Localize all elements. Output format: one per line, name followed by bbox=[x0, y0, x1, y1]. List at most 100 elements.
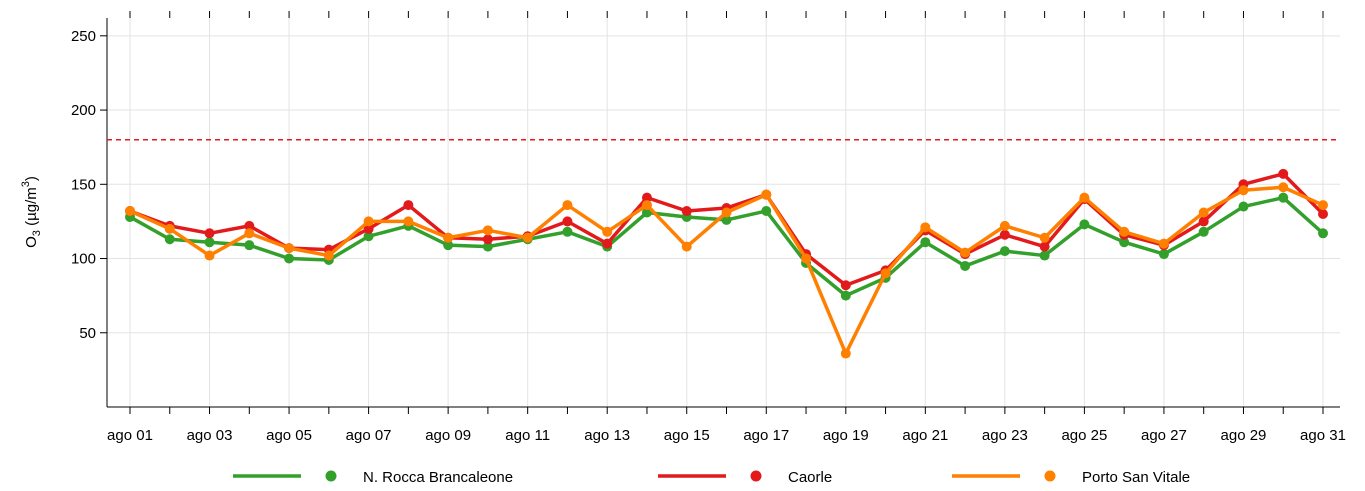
point bbox=[482, 234, 493, 245]
point bbox=[443, 232, 454, 243]
point bbox=[522, 232, 533, 243]
point bbox=[1318, 228, 1328, 239]
point bbox=[403, 216, 414, 227]
x-tick-label: ago 11 bbox=[505, 427, 550, 444]
x-tick-label: ago 23 bbox=[982, 427, 1028, 444]
point bbox=[363, 223, 374, 234]
legend-label: Porto San Vitale bbox=[1082, 469, 1190, 486]
y-label-unit: (µg/m bbox=[23, 187, 40, 230]
y-tick-label: 250 bbox=[71, 28, 96, 45]
x-tick-label: ago 13 bbox=[584, 427, 630, 444]
point bbox=[1198, 226, 1209, 237]
y-label-base: O bbox=[23, 236, 40, 248]
point bbox=[880, 268, 891, 279]
point bbox=[164, 234, 175, 245]
point bbox=[920, 237, 931, 248]
point bbox=[1318, 208, 1328, 219]
point bbox=[1198, 216, 1209, 227]
y-tick-label: 50 bbox=[79, 325, 96, 342]
point bbox=[641, 200, 652, 211]
point bbox=[960, 247, 971, 258]
y-tick-label: 200 bbox=[71, 102, 96, 119]
point bbox=[840, 348, 851, 359]
point bbox=[999, 246, 1010, 257]
x-tick-label: ago 27 bbox=[1141, 427, 1187, 444]
x-tick-label: ago 07 bbox=[346, 427, 392, 444]
point bbox=[1278, 192, 1289, 203]
point bbox=[482, 225, 493, 236]
series-line bbox=[129, 172, 1325, 288]
x-tick-label: ago 09 bbox=[425, 427, 471, 444]
y-axis-label: O3 (µg/m3) bbox=[20, 176, 43, 248]
y-tick-label: 150 bbox=[71, 176, 96, 193]
y-tick-label: 100 bbox=[71, 251, 96, 268]
point bbox=[1278, 182, 1289, 193]
point bbox=[840, 290, 851, 301]
point bbox=[1039, 250, 1050, 261]
x-tick-label: ago 15 bbox=[664, 427, 710, 444]
point bbox=[761, 189, 772, 200]
point bbox=[761, 206, 772, 217]
point bbox=[1158, 238, 1169, 249]
x-tick-label: ago 25 bbox=[1061, 427, 1107, 444]
point bbox=[1039, 232, 1050, 243]
point bbox=[721, 214, 732, 225]
point bbox=[363, 216, 374, 227]
point bbox=[1198, 207, 1209, 218]
point bbox=[562, 216, 573, 227]
legend-dot bbox=[1044, 470, 1056, 482]
point bbox=[641, 192, 652, 203]
x-tick-label: ago 17 bbox=[743, 427, 789, 444]
y-label-close: ) bbox=[23, 176, 40, 181]
x-tick-label: ago 03 bbox=[187, 427, 233, 444]
point bbox=[1238, 185, 1249, 196]
y-label-sub: 3 bbox=[31, 230, 43, 236]
y-label-sup: 3 bbox=[20, 181, 32, 187]
point bbox=[403, 200, 414, 211]
legend-dot bbox=[325, 470, 337, 482]
point bbox=[681, 241, 692, 252]
point bbox=[1079, 219, 1090, 230]
point bbox=[1119, 237, 1130, 248]
point bbox=[562, 200, 573, 211]
legend-dot bbox=[750, 470, 762, 482]
point bbox=[204, 228, 215, 239]
point bbox=[363, 231, 374, 242]
point bbox=[999, 220, 1010, 231]
point bbox=[801, 253, 812, 264]
x-tick-label: ago 01 bbox=[107, 427, 153, 444]
point bbox=[244, 220, 255, 231]
point bbox=[1079, 192, 1090, 203]
point bbox=[204, 237, 215, 248]
point bbox=[999, 229, 1010, 240]
point bbox=[920, 222, 931, 233]
point bbox=[443, 240, 454, 251]
point bbox=[323, 250, 334, 261]
legend-label: N. Rocca Brancaleone bbox=[363, 469, 513, 486]
x-tick-label: ago 05 bbox=[266, 427, 312, 444]
point bbox=[204, 250, 215, 261]
point bbox=[1158, 249, 1169, 260]
point bbox=[244, 240, 255, 251]
point bbox=[284, 243, 295, 254]
x-tick-label: ago 19 bbox=[823, 427, 869, 444]
point bbox=[1318, 200, 1328, 211]
point bbox=[125, 206, 135, 217]
point bbox=[840, 280, 851, 291]
x-tick-label: ago 31 bbox=[1300, 427, 1346, 444]
point bbox=[602, 238, 613, 249]
point bbox=[244, 228, 255, 239]
x-tick-label: ago 29 bbox=[1221, 427, 1267, 444]
point bbox=[164, 223, 175, 234]
point bbox=[602, 226, 613, 237]
point bbox=[1278, 168, 1289, 179]
point bbox=[1238, 201, 1249, 212]
point bbox=[681, 206, 692, 217]
x-tick-label: ago 21 bbox=[902, 427, 948, 444]
point bbox=[482, 241, 493, 252]
point bbox=[284, 253, 295, 264]
legend-label: Caorle bbox=[788, 469, 832, 486]
point bbox=[960, 260, 971, 271]
point bbox=[562, 226, 573, 237]
point bbox=[721, 207, 732, 218]
